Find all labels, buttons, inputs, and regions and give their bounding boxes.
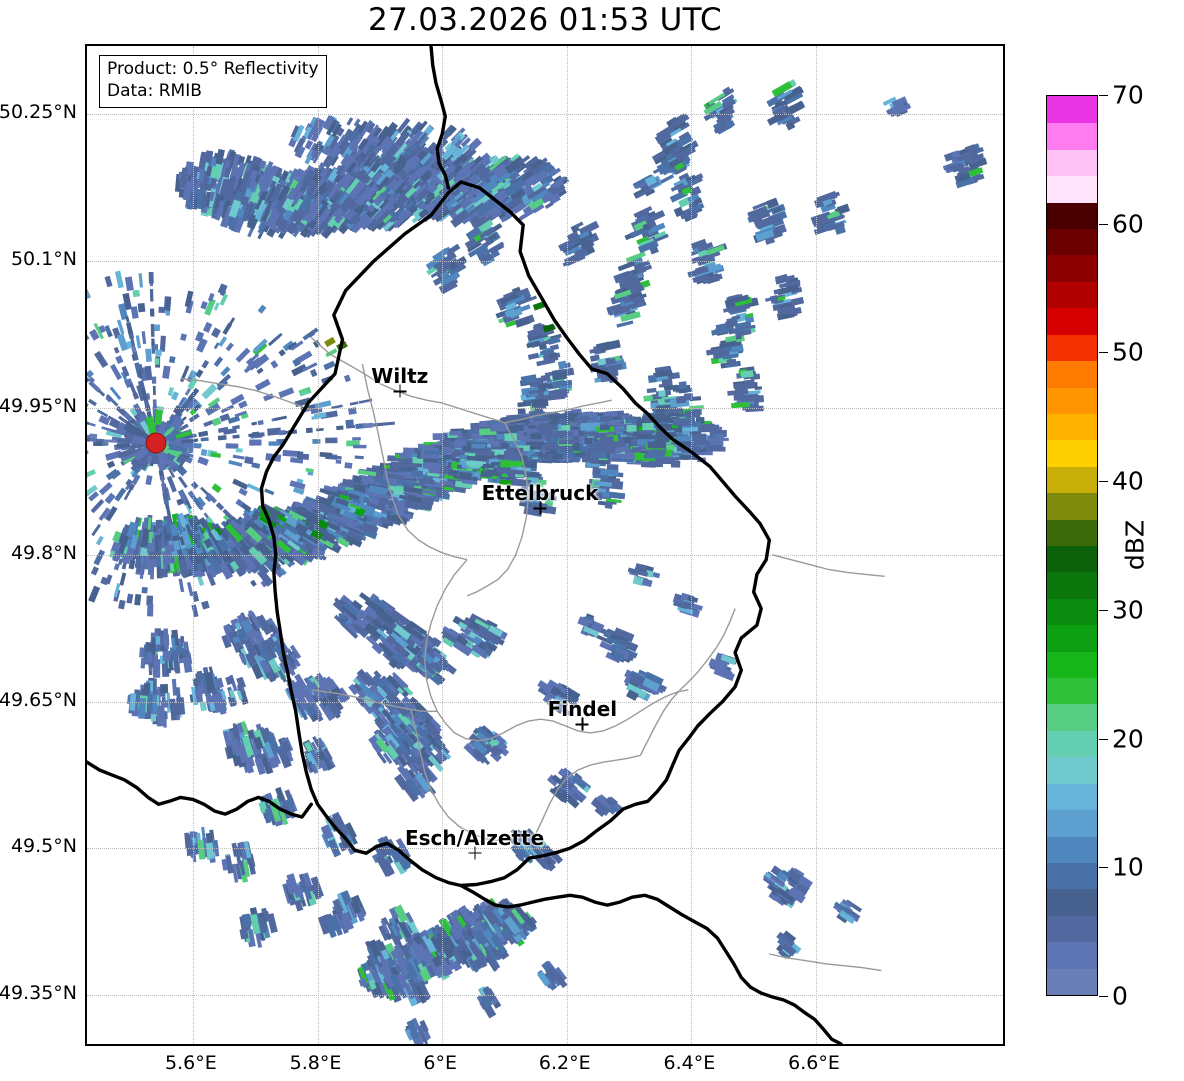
radar-echo-cell xyxy=(282,197,294,211)
radar-echo-cell xyxy=(224,187,235,201)
gridline-horizontal xyxy=(87,995,1003,997)
gridline-horizontal xyxy=(87,848,1003,850)
radar-echo-cell xyxy=(286,187,299,202)
radar-echo-cell xyxy=(312,176,328,196)
radar-echo-cell xyxy=(253,202,267,221)
longitude-tick-label: 5.6°E xyxy=(165,1052,217,1074)
gridline-horizontal xyxy=(87,554,1003,556)
radar-echo-cell xyxy=(288,168,302,183)
radar-echo-cell xyxy=(215,200,225,221)
radar-echo-cell xyxy=(222,206,233,225)
longitude-tick-label: 6.4°E xyxy=(663,1052,716,1074)
radar-echo-cell xyxy=(231,153,241,170)
gridline-vertical xyxy=(317,46,319,1044)
latitude-tick-label: 49.65°N xyxy=(0,688,77,711)
latitude-tick-label: 50.1°N xyxy=(10,248,77,271)
gridline-vertical xyxy=(816,46,818,1044)
radar-echo-cell xyxy=(196,188,207,210)
radar-echo-cell xyxy=(255,191,266,210)
radar-echo-cell xyxy=(198,169,206,184)
radar-echo-cell xyxy=(321,220,339,239)
gridline-vertical xyxy=(192,46,194,1044)
radar-echo-cell xyxy=(223,167,231,178)
radar-echo-cell xyxy=(265,207,281,228)
longitude-tick-label: 6°E xyxy=(423,1052,457,1074)
radar-echo-cell xyxy=(228,199,242,218)
radar-echo-cell xyxy=(269,183,283,203)
gridline-horizontal xyxy=(87,114,1003,116)
radar-echo-cell xyxy=(221,199,231,219)
radar-echo-cell xyxy=(215,148,225,165)
radar-echo-cell xyxy=(268,180,277,189)
latitude-tick-label: 49.5°N xyxy=(10,835,77,858)
longitude-tick-label: 5.8°E xyxy=(289,1052,342,1074)
gridline-vertical xyxy=(566,46,568,1044)
radar-echo-cell xyxy=(258,167,273,189)
radar-echo-cell xyxy=(249,169,258,182)
gridline-vertical xyxy=(691,46,693,1044)
gridline-horizontal xyxy=(87,408,1003,410)
page-title: 27.03.2026 01:53 UTC xyxy=(368,2,722,38)
latitude-tick-label: 49.35°N xyxy=(0,982,77,1005)
radar-echo-cell xyxy=(292,197,306,212)
radar-echo-cell xyxy=(246,202,258,223)
latitude-tick-label: 49.8°N xyxy=(10,541,77,564)
radar-echo-cell xyxy=(209,191,215,202)
radar-echo-cell xyxy=(248,179,257,190)
gridline-vertical xyxy=(442,46,444,1044)
longitude-tick-label: 6.6°E xyxy=(788,1052,840,1074)
radar-echo-cell xyxy=(286,221,296,232)
radar-echo-cell xyxy=(338,223,349,235)
radar-echo-cell xyxy=(258,159,267,169)
radar-echo-cell xyxy=(205,166,212,177)
radar-echo-cell xyxy=(276,185,291,203)
radar-echo-cell xyxy=(229,176,237,189)
radar-echo-cell xyxy=(276,194,290,214)
radar-echo-cell xyxy=(210,165,221,180)
radar-echo-cell xyxy=(246,213,256,227)
latitude-tick-label: 49.95°N xyxy=(0,395,77,418)
radar-echo-cell xyxy=(180,167,189,189)
latitude-tick-label: 50.25°N xyxy=(0,101,77,124)
map-plot-area[interactable]: Wiltz Ettelbruck Findel Esch/Alzette Produc… xyxy=(85,44,1005,1046)
radar-echo-cell xyxy=(301,211,309,221)
gridline-horizontal xyxy=(87,261,1003,263)
longitude-tick-label: 6.2°E xyxy=(538,1052,591,1074)
radar-echo-cell xyxy=(183,184,192,201)
radar-echo-cell xyxy=(267,165,279,182)
radar-echo-cell xyxy=(200,194,209,209)
gridline-horizontal xyxy=(87,701,1003,703)
radar-echo-cell xyxy=(257,185,267,198)
radar-echo-cell xyxy=(203,162,209,174)
radar-echo-cell xyxy=(290,209,301,222)
radar-echo-cell xyxy=(261,209,271,222)
radar-echo-cell xyxy=(238,171,251,192)
radar-echo-cell xyxy=(241,205,252,220)
